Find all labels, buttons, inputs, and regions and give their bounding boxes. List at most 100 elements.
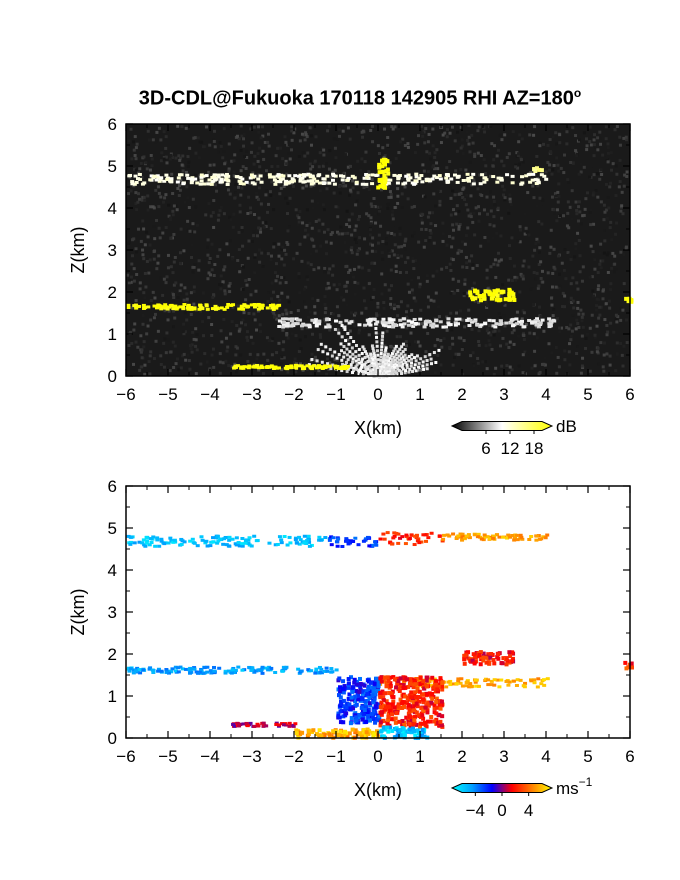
noise-pixel [156,185,160,189]
heatmap-cell [337,676,342,681]
heatmap-cell [211,536,216,540]
noise-pixel [308,126,312,130]
heatmap-cell [317,322,322,326]
noise-pixel [365,184,369,188]
heatmap-cell [511,296,516,301]
heatmap-cell [233,364,238,368]
heatmap-cell [242,303,247,307]
heatmap-cell [393,323,398,327]
noise-pixel [171,293,175,297]
noise-pixel [174,156,178,160]
heatmap-cell [293,722,298,726]
noise-pixel [374,250,378,254]
heatmap-cell [430,691,435,696]
noise-pixel [534,277,538,281]
noise-pixel [362,286,366,290]
noise-pixel [155,218,159,222]
noise-pixel [330,311,334,315]
heatmap-cell [354,350,358,354]
heatmap-cell [467,324,472,328]
noise-pixel [404,340,408,344]
noise-pixel [309,167,313,171]
noise-pixel [588,326,592,330]
heatmap-cell [438,677,443,682]
heatmap-cell [162,179,167,183]
heatmap-cell [475,291,480,296]
heatmap-cell [424,724,429,729]
noise-pixel [145,230,149,234]
heatmap-cell [431,322,436,326]
noise-pixel [383,344,387,348]
heatmap-cell [192,307,197,311]
noise-pixel [556,355,560,359]
heatmap-cell [248,176,253,180]
noise-pixel [563,358,567,362]
noise-pixel [615,221,619,225]
heatmap-cell [353,536,358,540]
heatmap-cell [451,532,456,536]
heatmap-cell [267,541,272,545]
noise-pixel [562,214,566,218]
x-tick-label: 6 [625,747,634,766]
heatmap-cell [448,683,453,687]
noise-pixel [162,365,166,369]
heatmap-cell [369,712,374,717]
noise-pixel [584,336,588,340]
noise-pixel [592,173,596,177]
heatmap-cell [356,720,361,725]
noise-pixel [264,193,268,197]
heatmap-cell [402,723,407,728]
noise-pixel [465,130,469,134]
noise-pixel [598,262,602,266]
noise-pixel [156,329,160,333]
heatmap-cell [325,318,330,322]
noise-pixel [249,206,253,210]
heatmap-cell [305,364,310,368]
noise-pixel [516,239,520,243]
heatmap-cell [422,367,426,371]
noise-pixel [178,188,182,192]
heatmap-cell [347,692,352,697]
noise-pixel [605,216,609,220]
heatmap-cell [181,182,186,186]
noise-pixel [219,144,223,148]
heatmap-cell [385,367,389,371]
noise-pixel [269,227,273,231]
noise-pixel [270,180,274,184]
noise-pixel [263,250,267,254]
noise-pixel [503,173,507,177]
noise-pixel [206,238,210,242]
noise-pixel [149,318,153,322]
noise-pixel [218,209,222,213]
noise-pixel [457,352,461,356]
noise-pixel [317,165,321,169]
noise-pixel [190,243,194,247]
noise-pixel [424,328,428,332]
noise-pixel [142,257,146,261]
heatmap-cell [383,350,387,354]
noise-pixel [264,220,268,224]
noise-pixel [606,330,610,334]
noise-pixel [571,313,575,317]
heatmap-cell [400,700,405,705]
heatmap-cell [350,174,355,178]
noise-pixel [249,335,253,339]
heatmap-cell [454,317,459,321]
noise-pixel [400,254,404,258]
noise-pixel [166,266,170,270]
noise-pixel [390,125,394,129]
noise-pixel [207,202,211,206]
noise-pixel [540,269,544,273]
noise-pixel [257,186,261,190]
noise-pixel [487,339,491,343]
heatmap-cell [507,292,512,297]
noise-pixel [378,313,382,317]
noise-pixel [345,209,349,213]
noise-pixel [418,285,422,289]
heatmap-cell [467,685,472,689]
noise-pixel [173,344,177,348]
noise-pixel [304,310,308,314]
noise-pixel [589,164,593,168]
noise-pixel [592,294,596,298]
noise-pixel [195,168,199,172]
